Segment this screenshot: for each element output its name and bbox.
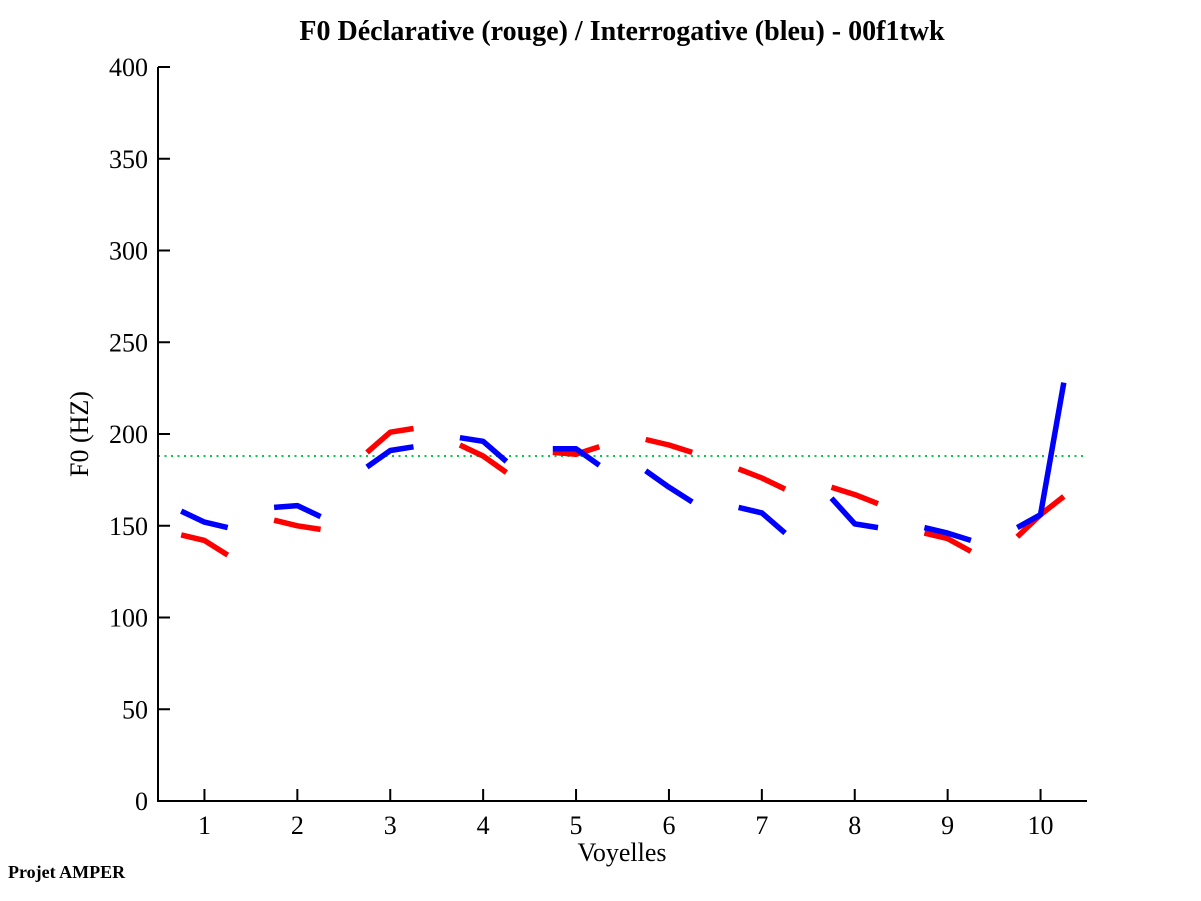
segment-interrogative-v10 <box>1015 382 1067 531</box>
y-tick-label: 100 <box>109 604 148 633</box>
x-tick-label: 5 <box>570 811 583 840</box>
axis-spine <box>157 67 1087 802</box>
segment-interrogative-v2 <box>273 502 322 520</box>
segment-declarative-v8 <box>830 484 880 507</box>
chart-title: F0 Déclarative (rouge) / Interrogative (… <box>299 16 945 47</box>
y-tick-label: 400 <box>109 53 148 82</box>
segment-declarative-v5 <box>552 444 601 457</box>
segment-declarative-v2 <box>273 517 322 533</box>
x-tick-label: 2 <box>291 811 304 840</box>
segment-declarative-v4 <box>458 442 508 475</box>
segment-interrogative-v6 <box>644 468 694 505</box>
segment-interrogative-v1 <box>180 508 229 531</box>
segment-interrogative-v3 <box>365 444 414 470</box>
segment-declarative-v6 <box>645 436 694 456</box>
y-axis-label: F0 (HZ) <box>65 391 94 477</box>
segment-interrogative-v5 <box>552 445 601 468</box>
segment-declarative-v1 <box>180 532 230 558</box>
x-tick-label: 4 <box>477 811 490 840</box>
segment-interrogative-v4 <box>459 434 509 464</box>
data-series-layer <box>180 382 1067 558</box>
x-tick-label: 6 <box>662 811 675 840</box>
segment-declarative-v9 <box>923 530 973 554</box>
segment-interrogative-v9 <box>923 524 972 544</box>
x-tick-label: 1 <box>198 811 211 840</box>
y-tick-label: 0 <box>135 787 148 816</box>
y-tick-label: 250 <box>109 328 148 357</box>
x-axis-label: Voyelles <box>577 838 666 867</box>
segment-declarative-v7 <box>737 466 787 492</box>
segment-declarative-v3 <box>365 425 414 455</box>
y-tick-label: 200 <box>109 420 148 449</box>
y-tick-label: 50 <box>122 695 148 724</box>
y-tick-label: 350 <box>109 145 148 174</box>
x-tick-label: 3 <box>384 811 397 840</box>
project-credit: Projet AMPER <box>8 862 126 882</box>
x-tick-label: 7 <box>755 811 768 840</box>
x-tick-label: 10 <box>1028 811 1054 840</box>
segment-interrogative-v7 <box>737 504 787 536</box>
x-tick-label: 9 <box>941 811 954 840</box>
y-tick-label: 150 <box>109 512 148 541</box>
axes-layer: 0 50 100 150 200 250 300 350 400 1 2 3 4 5 6 7 8 9 10 <box>109 53 1087 840</box>
y-tick-label: 300 <box>109 237 148 266</box>
segment-interrogative-v8 <box>829 496 879 531</box>
x-tick-label: 8 <box>848 811 861 840</box>
